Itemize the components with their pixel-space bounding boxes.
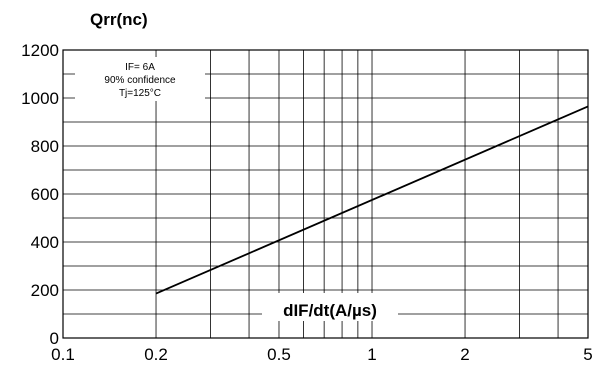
x-tick-label: 2 bbox=[460, 345, 469, 364]
plot-frame bbox=[62, 49, 589, 339]
tick-labels: 0 200 400 600 800 1000 1200 0.1 0.2 0.5 1 2 5 bbox=[21, 41, 593, 364]
conditions-annotation: IF= 6A 90% confidence Tj=125°C bbox=[75, 57, 205, 101]
x-axis-label-background bbox=[262, 293, 398, 321]
y-tick-label: 200 bbox=[31, 281, 59, 300]
x-axis-label-group: dIF/dt(A/µs) bbox=[262, 293, 398, 321]
x-tick-label: 1 bbox=[367, 345, 376, 364]
x-tick-label: 0.2 bbox=[144, 345, 168, 364]
annotation-line: 90% confidence bbox=[104, 75, 176, 86]
x-tick-label: 0.5 bbox=[267, 345, 291, 364]
series-line bbox=[155, 105, 589, 295]
series-layer bbox=[155, 105, 589, 295]
annotation-background bbox=[75, 57, 205, 101]
annotation-line: IF= 6A bbox=[125, 62, 155, 73]
x-tick-label: 0.1 bbox=[51, 345, 75, 364]
y-tick-label: 600 bbox=[31, 185, 59, 204]
y-axis-label: Qrr(nc) bbox=[90, 10, 148, 29]
y-tick-label: 400 bbox=[31, 233, 59, 252]
y-tick-label: 0 bbox=[50, 329, 59, 348]
y-tick-label: 1200 bbox=[21, 41, 59, 60]
y-tick-label: 1000 bbox=[21, 89, 59, 108]
annotation-line: Tj=125°C bbox=[119, 88, 161, 99]
y-tick-label: 800 bbox=[31, 137, 59, 156]
x-tick-label: 5 bbox=[583, 345, 592, 364]
x-axis-label: dIF/dt(A/µs) bbox=[283, 301, 377, 320]
